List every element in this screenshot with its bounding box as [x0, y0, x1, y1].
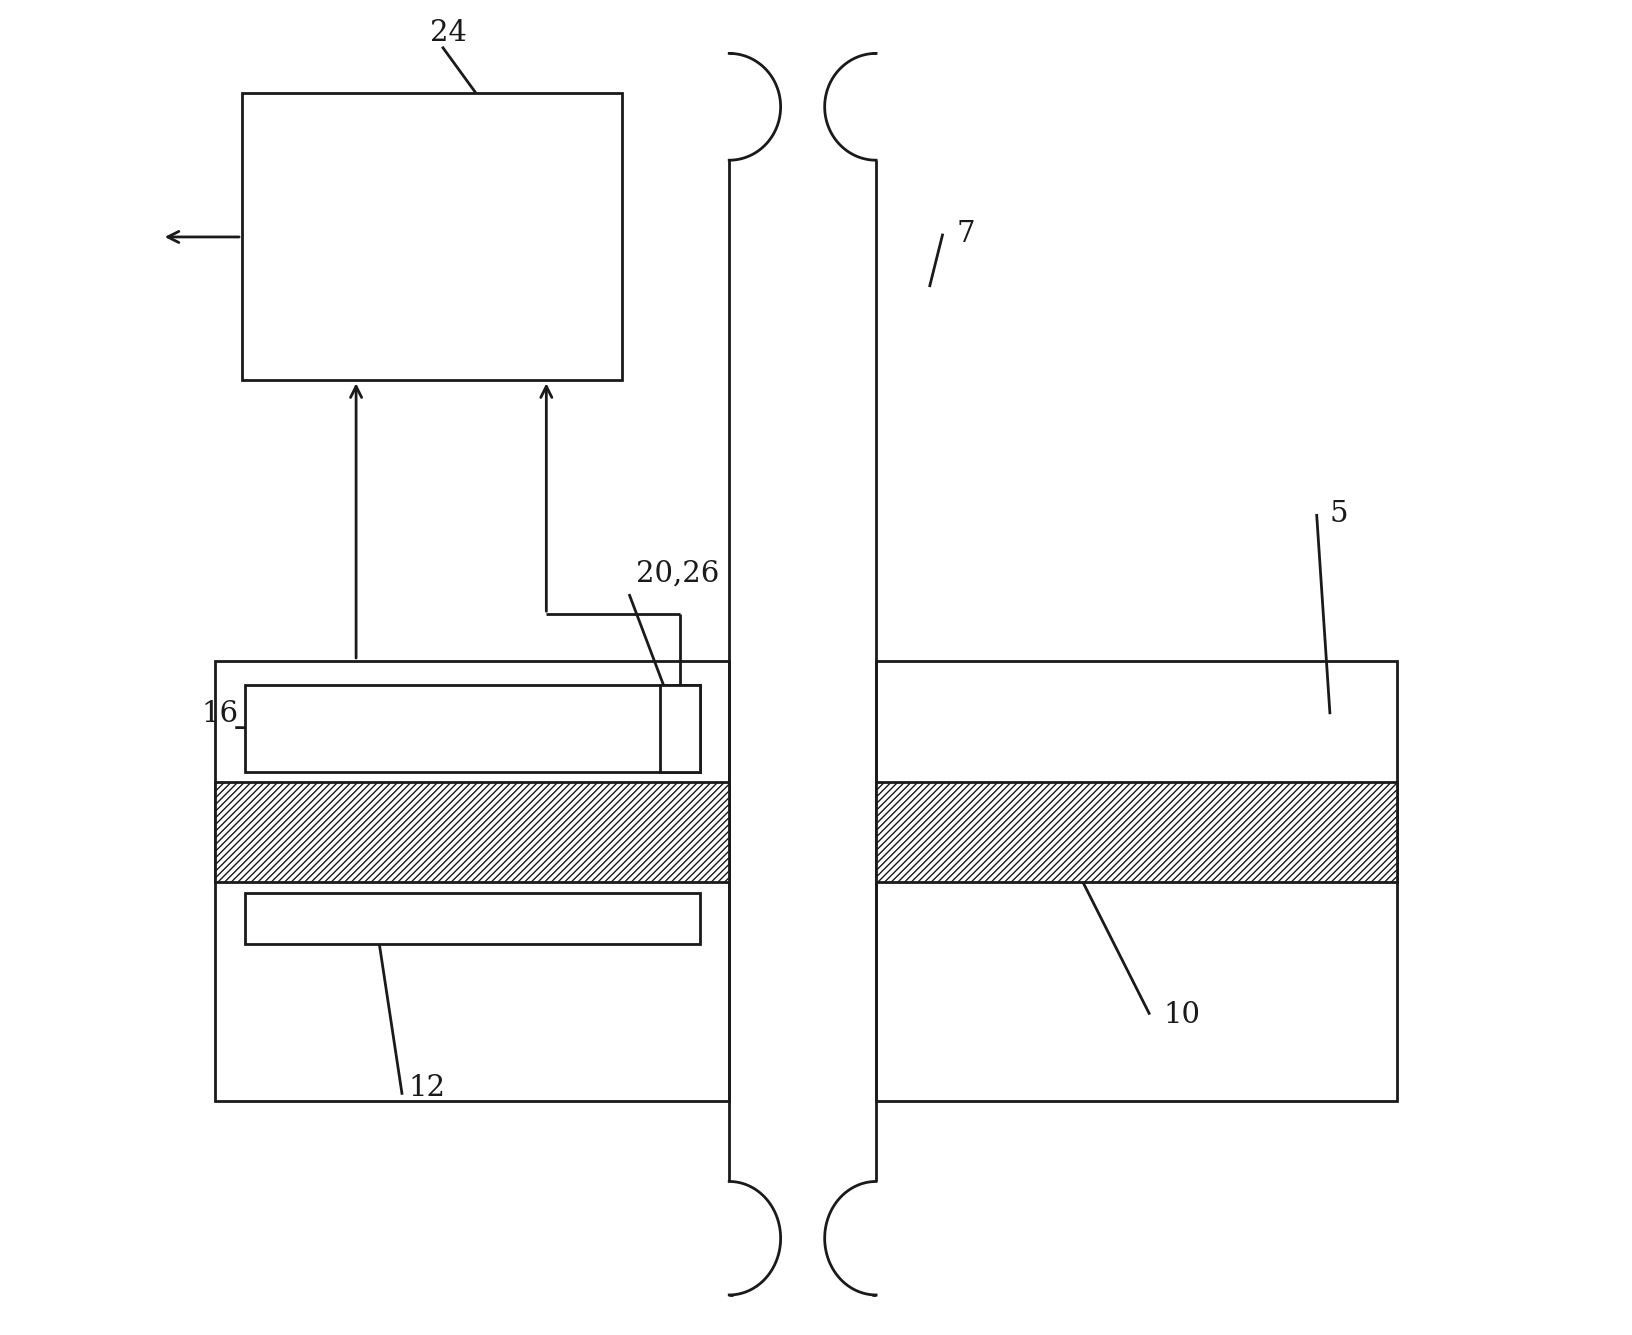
Bar [242, 93, 622, 380]
Text: 20,26: 20,26 [636, 561, 720, 587]
Text: 7: 7 [956, 220, 974, 247]
Bar [876, 782, 1397, 882]
Text: 12: 12 [410, 1075, 446, 1101]
Bar [245, 893, 700, 944]
Bar [659, 685, 700, 772]
Text: 24: 24 [431, 20, 467, 47]
Bar [876, 661, 1397, 1101]
Bar [215, 661, 730, 1101]
Text: 10: 10 [1164, 1001, 1200, 1028]
Bar [245, 685, 700, 772]
Text: 16: 16 [202, 701, 238, 728]
Bar [215, 782, 730, 882]
Text: 5: 5 [1330, 501, 1348, 527]
